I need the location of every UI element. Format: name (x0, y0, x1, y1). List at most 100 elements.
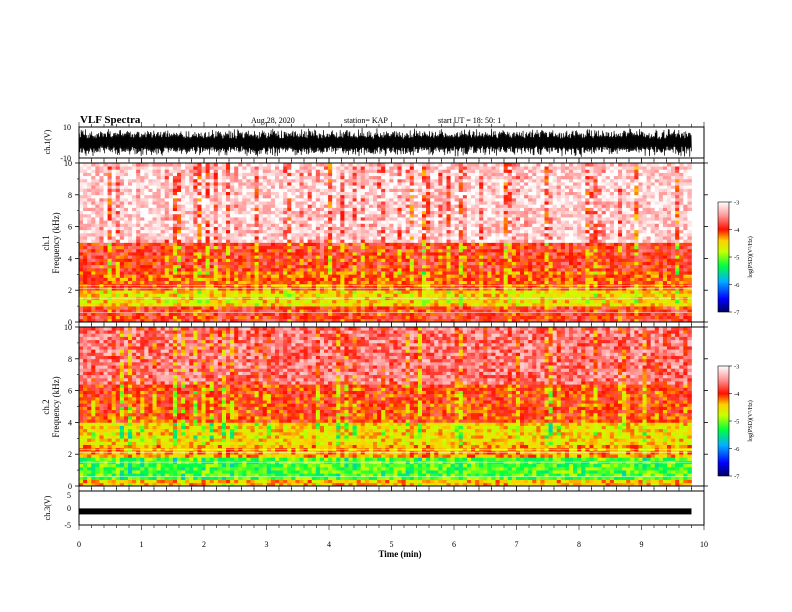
ch1-spec-cell (462, 226, 468, 231)
ch1-spec-cell (438, 210, 443, 215)
ch1-spec-cell (140, 172, 145, 177)
ch1-spec-cell (123, 299, 129, 304)
ch1-spec-cell (197, 220, 202, 224)
ch1-spec-cell (144, 248, 149, 253)
ch1-spec-cell (140, 213, 145, 218)
ch1-spec-cell (385, 223, 390, 227)
ch1-spec-cell (193, 274, 198, 278)
ch1-spec-cell (152, 277, 157, 282)
ch1-spec-cell (442, 280, 447, 285)
ch1-spec-cell (213, 293, 219, 297)
ch1-spec-cell (115, 229, 121, 234)
ch1-spec-cell (319, 201, 325, 205)
ch1-spec-cell (364, 248, 370, 253)
ch1-spec-cell (230, 315, 235, 320)
ch1-spec-cell (275, 280, 280, 285)
ch1-spec-cell (352, 194, 358, 199)
ch1-spec-cell (328, 172, 333, 177)
ch1-spec-cell (279, 315, 284, 320)
ch1-spec-cell (91, 245, 96, 250)
ch1-spec-cell (405, 277, 411, 282)
ch1-spec-cell (111, 302, 117, 307)
ch1-spec-cell (275, 210, 280, 215)
ch1-spec-cell (79, 163, 84, 167)
ch1-spec-cell (172, 213, 178, 218)
ch1-spec-cell (95, 293, 100, 297)
ch1-spec-cell (405, 267, 411, 272)
ch1-spec-cell (299, 194, 304, 199)
ch1-spec-cell (193, 312, 198, 316)
ch1-spec-cell (397, 261, 402, 266)
ch1-spec-cell (442, 239, 447, 243)
ch1-spec-cell (270, 318, 276, 323)
ch1-spec-cell (234, 223, 239, 227)
ch1-spec-cell (295, 232, 300, 237)
ch1-spec-cell (381, 197, 386, 202)
ch1-spec-cell (315, 191, 321, 196)
ch1-spec-cell (324, 226, 329, 231)
ch1-spec-cell (132, 245, 137, 250)
ch1-spec-cell (217, 229, 223, 234)
ch1-spec-cell (291, 191, 296, 196)
ch1-spec-cell (381, 166, 386, 170)
ch1-spec-cell (409, 188, 415, 192)
ch1-spec-cell (83, 226, 88, 231)
ch1-spec-cell (401, 252, 407, 256)
ch1-spec-cell (144, 207, 149, 212)
ch1-spec-cell (189, 191, 194, 196)
ch1-spec-cell (405, 201, 411, 205)
ch1-spec-cell (295, 255, 300, 259)
ch1-spec-cell (377, 197, 382, 202)
ch1-spec-cell (430, 290, 435, 294)
ch1-spec-cell (119, 163, 125, 167)
ch1-spec-cell (250, 201, 255, 205)
ch1-spec-cell (258, 210, 264, 215)
ch1-spec-cell (91, 312, 96, 316)
ch1-spec-cell (226, 191, 231, 196)
ch1-spec-cell (401, 210, 407, 215)
ch1-spec-cell (393, 232, 398, 237)
ch1-spec-cell (454, 267, 460, 272)
ch1-spec-cell (238, 178, 243, 183)
ch1-spec-cell (422, 204, 427, 208)
ch1-spec-cell (258, 248, 264, 253)
ch1-spec-cell (405, 220, 411, 224)
ch1-spec-cell (111, 236, 117, 240)
ch1-spec-cell (352, 242, 358, 247)
ch1-spec-cell (340, 172, 345, 177)
ch1-spec-cell (152, 166, 157, 170)
ch1-spec-cell (450, 306, 456, 310)
ch1-spec-cell (426, 290, 431, 294)
ch1-spec-cell (221, 267, 227, 272)
ch1-spec-cell (401, 197, 407, 202)
ch1-spec-cell (397, 207, 402, 212)
ch1-spec-cell (458, 299, 464, 304)
ch1-spec-cell (450, 175, 456, 180)
ch1-spec-cell (295, 213, 300, 218)
ch1-spec-cell (172, 306, 178, 310)
ch1-spec-cell (471, 169, 476, 173)
ch1-spec-cell (446, 252, 451, 256)
ch1-spec-cell (209, 220, 215, 224)
ch1-spec-cell (466, 293, 472, 297)
ch1-spec-cell (381, 274, 386, 278)
ch1-spec-cell (381, 271, 386, 275)
ch1-spec-cell (475, 302, 480, 307)
ch1-spec-cell (217, 299, 223, 304)
ch1-spec-cell (156, 185, 162, 189)
ch1-spec-cell (381, 213, 386, 218)
ch1-spec-cell (417, 290, 423, 294)
ch1-spec-cell (299, 274, 304, 278)
ch1-spec-cell (417, 236, 423, 240)
ch1-spec-cell (471, 197, 476, 202)
ch1-spec-cell (254, 188, 260, 192)
ch1-spec-cell (209, 248, 215, 253)
ch1-spec-cell (373, 248, 378, 253)
ch1-spec-cell (230, 245, 235, 250)
ch1-spec-cell (242, 191, 247, 196)
ch1-spec-cell (262, 255, 268, 259)
ch1-spec-cell (426, 210, 431, 215)
ch1-spec-cell (409, 302, 415, 307)
ch1-spec-cell (413, 252, 419, 256)
ch1-spec-cell (381, 185, 386, 189)
